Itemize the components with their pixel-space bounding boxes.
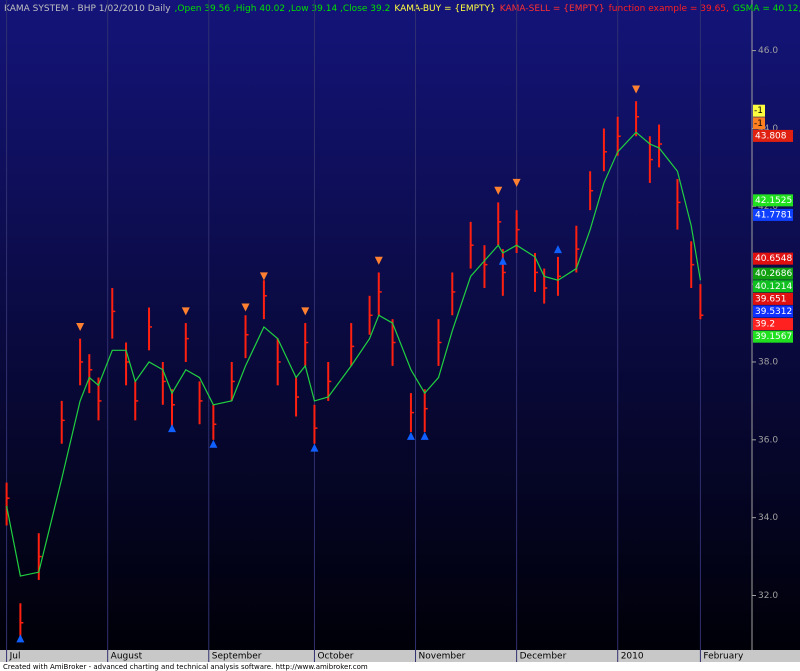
value-tag xyxy=(753,330,793,343)
x-tick-label: August xyxy=(111,652,143,662)
sell-signal xyxy=(632,85,641,94)
title-part: function example = 39.65, xyxy=(609,4,729,14)
value-tag-label: 42.1525 xyxy=(755,196,792,206)
x-axis-strip xyxy=(0,650,800,662)
x-tick-label: December xyxy=(520,652,567,662)
value-tag-label: 40.2686 xyxy=(755,269,792,279)
y-tick-label: 44.0 xyxy=(758,124,778,134)
value-tag xyxy=(753,194,793,207)
title-part: KAMA-SELL = {EMPTY} xyxy=(500,4,605,14)
value-tag-label: 40.6548 xyxy=(755,254,792,264)
value-tag xyxy=(753,318,793,331)
buy-signal xyxy=(310,443,319,452)
x-tick-label: October xyxy=(317,652,353,662)
value-tag xyxy=(753,267,793,280)
flag-label: -1 xyxy=(754,106,763,116)
value-tag-label: 41.7781 xyxy=(755,210,792,220)
buy-signal xyxy=(16,634,25,643)
y-tick-label: 34.0 xyxy=(758,513,778,523)
y-tick-label: 32.0 xyxy=(758,591,778,601)
sell-signal xyxy=(181,307,190,316)
title-part: KAMA-BUY = {EMPTY} xyxy=(394,4,495,14)
sell-signal xyxy=(374,256,383,265)
sell-signal xyxy=(241,303,250,312)
buy-signal xyxy=(498,256,507,265)
title-part: KAMA SYSTEM - BHP 1/02/2010 Daily xyxy=(4,4,171,14)
value-tag-label: 40.1214 xyxy=(755,282,792,292)
footer: Created with AmiBroker - advanced charti… xyxy=(3,663,368,671)
footer-strip xyxy=(0,662,800,671)
indicator-line xyxy=(6,131,701,577)
value-tag xyxy=(753,129,793,142)
chart-title: KAMA SYSTEM - BHP 1/02/2010 Daily ,Open 3… xyxy=(4,4,800,14)
value-tag xyxy=(753,252,793,265)
x-tick-label: February xyxy=(703,652,744,662)
flag-tag xyxy=(753,104,765,117)
sell-signal xyxy=(76,322,85,331)
sell-signal xyxy=(494,186,503,195)
value-tag xyxy=(753,208,793,221)
buy-signal xyxy=(406,431,415,440)
x-tick-label: September xyxy=(212,652,262,662)
sell-signal xyxy=(301,307,310,316)
plot-background xyxy=(0,0,800,650)
y-tick-label: 36.0 xyxy=(758,435,778,445)
value-tag-label: 39.1567 xyxy=(755,332,792,342)
x-tick-label: Jul xyxy=(9,652,21,662)
title-part: GSMA = 40.12, xyxy=(733,4,800,14)
value-tag-label: 39.651 xyxy=(755,294,787,304)
value-tag-label: 43.808 xyxy=(755,131,787,141)
value-tag xyxy=(753,292,793,305)
value-tag-label: 39.5312 xyxy=(755,307,792,317)
sell-signal xyxy=(512,178,521,187)
value-tag xyxy=(753,280,793,293)
value-tag-label: 39.2 xyxy=(755,320,775,330)
flag-label: -1 xyxy=(754,119,763,129)
buy-signal xyxy=(420,431,429,440)
x-tick-label: November xyxy=(419,652,466,662)
sell-signal xyxy=(259,272,268,281)
buy-signal xyxy=(168,424,177,433)
title-part: ,Open 39.56 ,High 40.02 ,Low 39.14 ,Clos… xyxy=(175,4,391,14)
value-tag xyxy=(753,305,793,318)
x-tick-label: 2010 xyxy=(621,652,644,662)
y-tick-label: 46.0 xyxy=(758,46,778,56)
flag-tag xyxy=(753,117,765,130)
buy-signal xyxy=(553,245,562,254)
y-tick-label: 38.0 xyxy=(758,357,778,367)
buy-signal xyxy=(209,439,218,448)
y-tick-label: 42.0 xyxy=(758,202,778,212)
